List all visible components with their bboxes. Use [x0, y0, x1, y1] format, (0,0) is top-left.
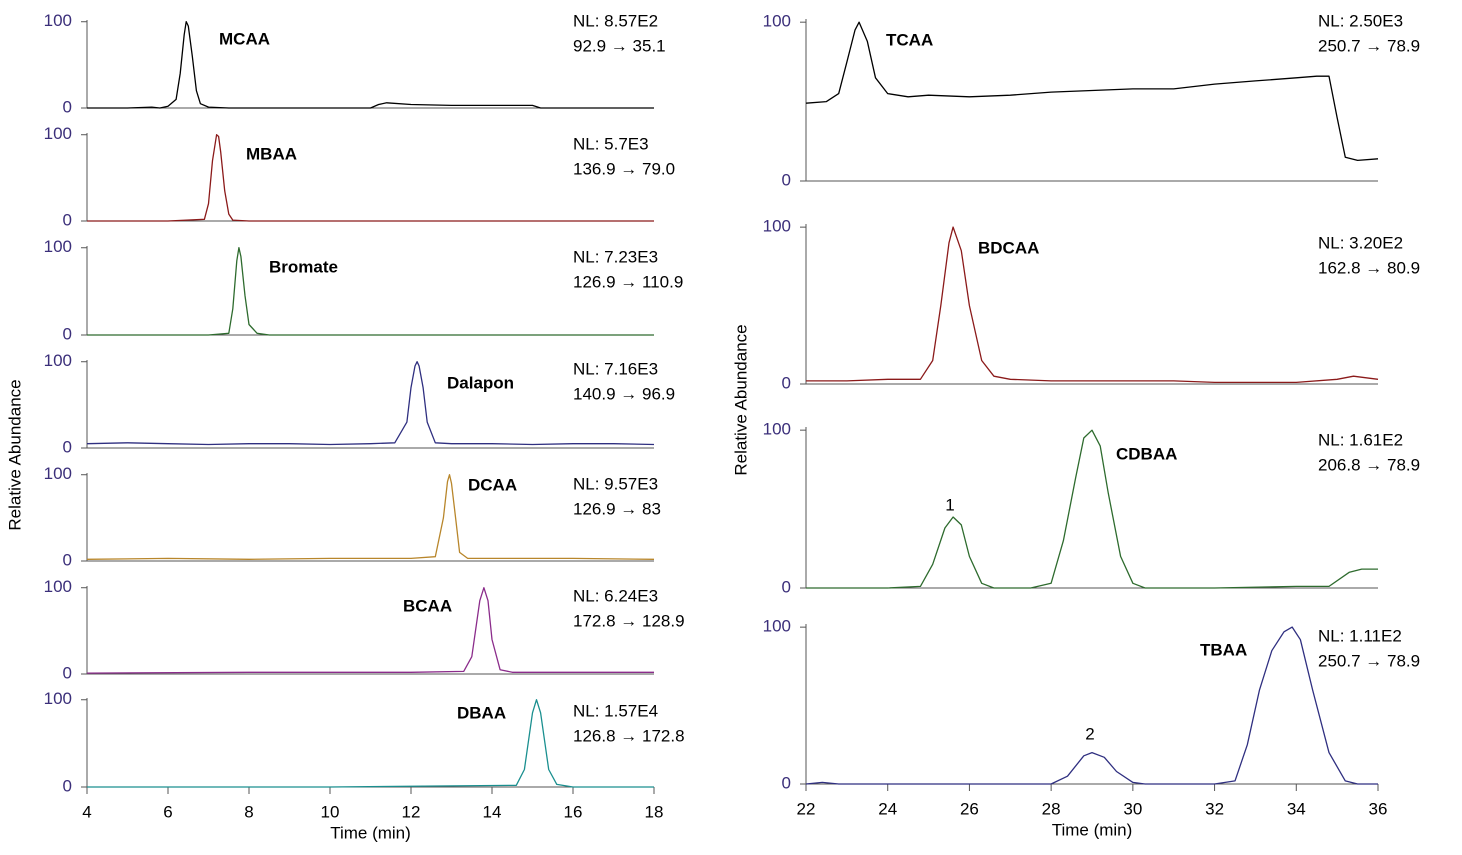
compound-name: DCAA: [468, 475, 517, 494]
annotation: NL: 1.11E2: [1318, 626, 1402, 645]
x-tick-label: 6: [163, 802, 172, 821]
y-tick-label: 0: [782, 773, 791, 792]
compound-name: DBAA: [457, 703, 506, 722]
peak-label: 2: [1085, 724, 1094, 743]
y-tick-label: 100: [44, 237, 72, 256]
y-tick-label: 100: [44, 689, 72, 708]
y-tick-label: 0: [63, 437, 72, 456]
annotation: NL: 7.16E3: [573, 359, 658, 378]
trace: [86, 474, 655, 560]
annotation: 140.9 → 96.9: [573, 384, 675, 403]
x-tick-label: 14: [483, 802, 502, 821]
x-tick-label: 8: [244, 802, 253, 821]
peak-label: 1: [945, 495, 954, 514]
trace: [87, 247, 654, 336]
y-tick-label: 100: [44, 577, 72, 596]
annotation: NL: 7.23E3: [573, 247, 658, 266]
annotation: NL: 9.57E3: [573, 474, 658, 493]
y-tick-label: 100: [44, 11, 72, 30]
trace: [805, 21, 1379, 162]
trace: [86, 361, 655, 446]
y-tick-label: 0: [63, 776, 72, 795]
x-axis-label: Time (min): [1052, 820, 1133, 839]
compound-name: CDBAA: [1116, 444, 1177, 463]
y-tick-label: 0: [782, 373, 791, 392]
y-tick-label: 100: [763, 420, 791, 439]
x-tick-label: 4: [82, 802, 91, 821]
x-tick-label: 22: [797, 799, 816, 818]
annotation: NL: 3.20E2: [1318, 233, 1403, 252]
trace: [87, 134, 654, 222]
y-tick-label: 100: [763, 217, 791, 236]
x-tick-label: 12: [402, 802, 421, 821]
trace: [806, 226, 1379, 384]
annotation: 126.9 → 110.9: [573, 272, 683, 291]
y-tick-label: 0: [782, 170, 791, 189]
y-tick-label: 100: [763, 617, 791, 636]
compound-name: TCAA: [886, 30, 933, 49]
x-tick-label: 28: [1042, 799, 1061, 818]
x-axis-label: Time (min): [330, 823, 411, 842]
y-tick-label: 100: [44, 464, 72, 483]
y-tick-label: 0: [63, 210, 72, 229]
annotation: 250.7 → 78.9: [1318, 36, 1420, 55]
compound-name: BDCAA: [978, 238, 1039, 257]
trace: [806, 429, 1378, 589]
x-tick-label: 18: [645, 802, 664, 821]
annotation: 126.9 → 83: [573, 499, 661, 518]
compound-name: Dalapon: [447, 373, 514, 392]
y-axis-label: Relative Abundance: [5, 379, 24, 530]
y-tick-label: 0: [63, 663, 72, 682]
trace: [87, 21, 654, 109]
trace: [87, 699, 654, 788]
y-tick-label: 0: [63, 550, 72, 569]
compound-name: Bromate: [269, 257, 338, 276]
annotation: 206.8 → 78.9: [1318, 455, 1420, 474]
annotation: NL: 1.57E4: [573, 701, 658, 720]
y-tick-label: 100: [763, 12, 791, 31]
annotation: 162.8 → 80.9: [1318, 258, 1420, 277]
annotation: NL: 6.24E3: [573, 586, 658, 605]
annotation: NL: 2.50E3: [1318, 11, 1403, 30]
x-tick-label: 24: [878, 799, 897, 818]
x-tick-label: 32: [1205, 799, 1224, 818]
y-tick-label: 100: [44, 351, 72, 370]
annotation: 92.9 → 35.1: [573, 36, 666, 55]
x-tick-label: 16: [564, 802, 583, 821]
x-tick-label: 36: [1369, 799, 1388, 818]
annotation: 172.8 → 128.9: [573, 611, 685, 630]
annotation: 250.7 → 78.9: [1318, 651, 1420, 670]
x-tick-label: 30: [1123, 799, 1142, 818]
compound-name: MCAA: [219, 29, 270, 48]
y-tick-label: 0: [782, 577, 791, 596]
x-tick-label: 26: [960, 799, 979, 818]
y-tick-label: 100: [44, 124, 72, 143]
compound-name: BCAA: [403, 596, 452, 615]
trace: [86, 587, 654, 674]
annotation: 126.8 → 172.8: [573, 726, 685, 745]
annotation: NL: 1.61E2: [1318, 430, 1403, 449]
annotation: NL: 8.57E2: [573, 11, 658, 30]
compound-name: TBAA: [1200, 640, 1247, 659]
x-tick-label: 10: [321, 802, 340, 821]
annotation: 136.9 → 79.0: [573, 159, 675, 178]
trace: [805, 626, 1378, 785]
x-tick-label: 34: [1287, 799, 1306, 818]
y-axis-label: Relative Abundance: [731, 324, 750, 475]
annotation: NL: 5.7E3: [573, 134, 649, 153]
y-tick-label: 0: [63, 324, 72, 343]
y-tick-label: 0: [63, 97, 72, 116]
compound-name: MBAA: [246, 144, 297, 163]
